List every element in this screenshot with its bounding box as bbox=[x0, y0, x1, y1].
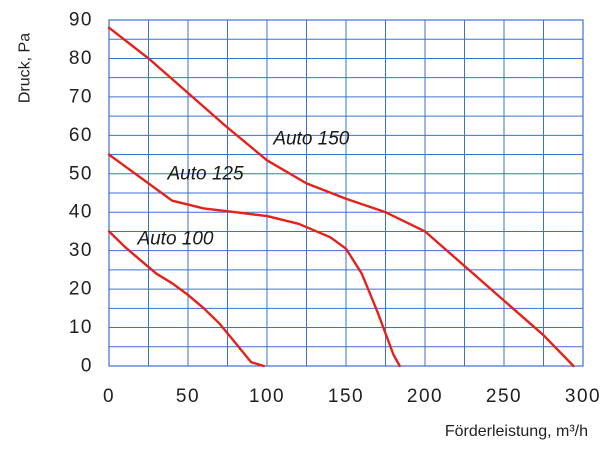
series-label-auto-100: Auto 100 bbox=[136, 229, 213, 250]
series-line-auto-100 bbox=[107, 230, 265, 368]
tick-labels: 0 50 100 150 200 250 300 0 10 20 30 40 50 60 70 80 90 bbox=[69, 10, 601, 408]
x-tick-label: 100 bbox=[249, 386, 285, 407]
y-tick-label: 60 bbox=[69, 125, 93, 146]
series-line-auto-150 bbox=[107, 26, 575, 368]
y-tick-label: 50 bbox=[69, 163, 93, 184]
series-label-auto-150: Auto 150 bbox=[272, 129, 349, 150]
x-axis-title: Förderleistung, m³/h bbox=[445, 423, 588, 440]
y-tick-label: 10 bbox=[69, 317, 93, 338]
series-lines bbox=[107, 26, 575, 368]
x-tick-label: 200 bbox=[407, 386, 443, 407]
y-tick-label: 90 bbox=[69, 10, 93, 31]
x-tick-label: 250 bbox=[486, 386, 522, 407]
plot-frame bbox=[108, 19, 584, 367]
x-tick-label: 300 bbox=[565, 386, 601, 407]
y-axis-title: Druck, Pa bbox=[17, 33, 34, 103]
y-tick-label: 30 bbox=[69, 240, 93, 261]
series-line-auto-125 bbox=[107, 153, 401, 368]
series-label-auto-125: Auto 125 bbox=[166, 163, 243, 184]
y-tick-label: 70 bbox=[69, 86, 93, 107]
series-labels: Auto 100 Auto 125 Auto 150 bbox=[136, 129, 349, 250]
y-tick-label: 80 bbox=[69, 48, 93, 69]
x-tick-label: 0 bbox=[103, 386, 115, 407]
grid bbox=[108, 19, 584, 367]
y-tick-label: 40 bbox=[69, 202, 93, 223]
x-tick-label: 150 bbox=[328, 386, 364, 407]
y-tick-label: 20 bbox=[69, 279, 93, 300]
x-tick-label: 50 bbox=[176, 386, 200, 407]
y-tick-label: 0 bbox=[81, 356, 93, 377]
